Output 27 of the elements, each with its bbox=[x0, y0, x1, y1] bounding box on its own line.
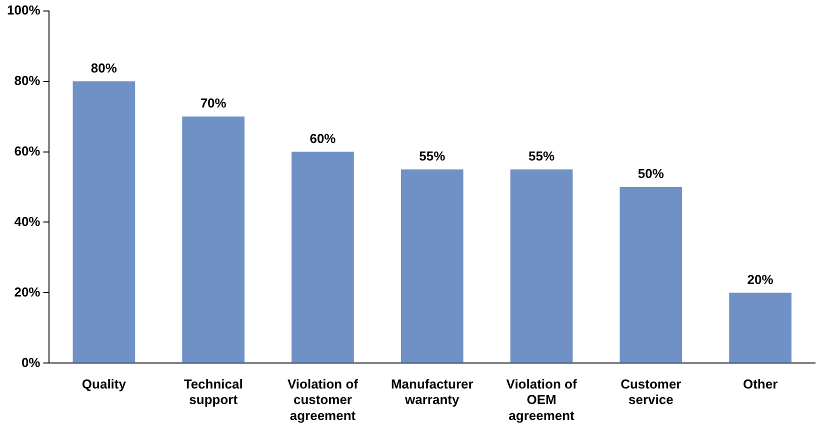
y-tick-label: 60% bbox=[14, 143, 41, 158]
y-tick-label: 40% bbox=[14, 214, 41, 229]
x-tick-label: Manufacturer warranty bbox=[390, 376, 474, 408]
bar bbox=[72, 81, 136, 363]
x-tick-label: Quality bbox=[82, 376, 127, 392]
data-label: 55% bbox=[419, 148, 446, 164]
data-label: 55% bbox=[528, 148, 555, 164]
x-tick-label: Technical support bbox=[184, 376, 243, 408]
x-tick-label: Violation of OEM agreement bbox=[506, 376, 578, 423]
data-label: 70% bbox=[200, 96, 227, 111]
bar bbox=[400, 169, 464, 363]
y-tick-label: 20% bbox=[14, 284, 41, 300]
data-label: 50% bbox=[638, 166, 664, 182]
data-label: 80% bbox=[90, 60, 118, 76]
bar bbox=[729, 292, 792, 363]
bar bbox=[182, 116, 245, 363]
data-label: 20% bbox=[747, 272, 774, 287]
bar bbox=[620, 187, 682, 363]
bar bbox=[510, 169, 573, 363]
x-tick-label: Violation of customer agreement bbox=[287, 376, 359, 423]
bar bbox=[292, 152, 354, 363]
y-tick-label: 80% bbox=[14, 72, 41, 88]
y-tick-label: 100% bbox=[7, 2, 41, 18]
data-label: 60% bbox=[310, 130, 336, 146]
x-tick-label: Other bbox=[742, 376, 778, 392]
x-tick-label: Customer service bbox=[620, 376, 682, 408]
y-tick-label: 0% bbox=[21, 354, 41, 370]
